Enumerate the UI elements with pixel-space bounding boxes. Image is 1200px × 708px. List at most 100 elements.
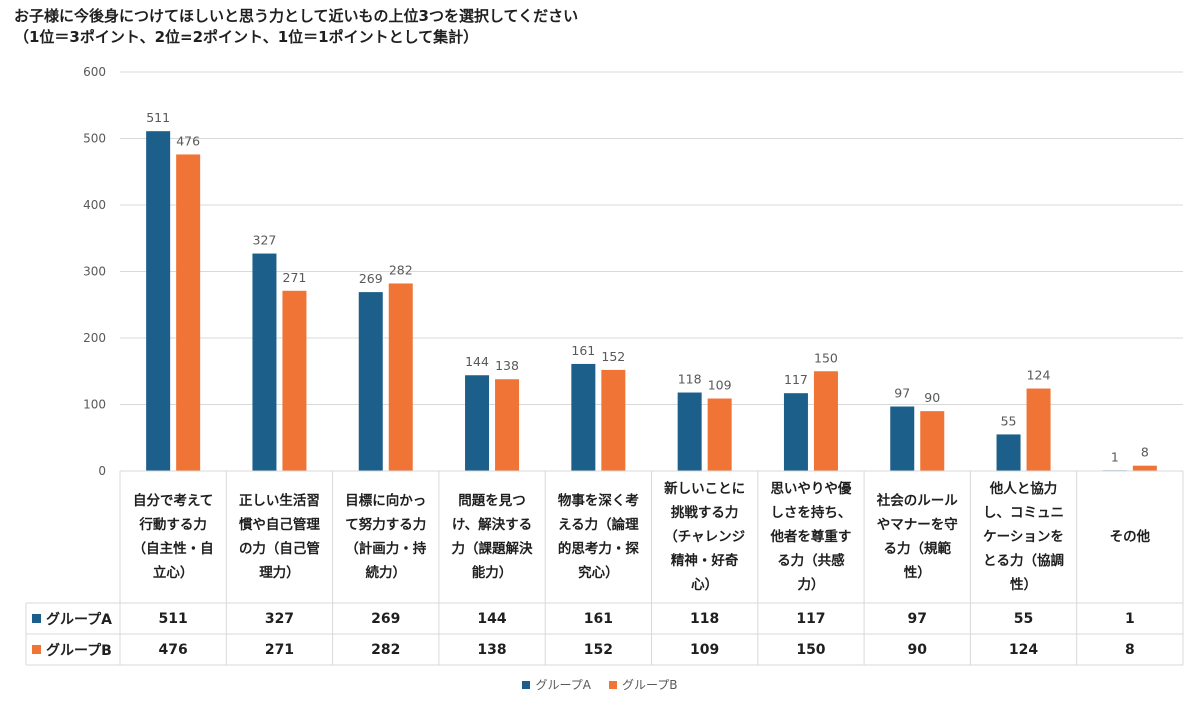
category-label-line: やマナーを守 [876, 517, 958, 533]
category-label-line: ケーションを [983, 529, 1064, 545]
bar-b [495, 379, 520, 471]
category-label-line: 続力） [365, 565, 406, 581]
category-label-text: 自分で考えて 行動する力 （自主性・自 立心） [133, 489, 214, 585]
table-cell: 1 [1124, 610, 1135, 627]
category-label-text: 他人と協力 し、コミュニ ケーションを とる力（協調 性） [983, 477, 1064, 597]
category-label-line: て努力する力 [345, 517, 427, 533]
legend-item-b: グループB [608, 676, 678, 693]
data-label: 152 [601, 349, 625, 364]
data-label: 282 [389, 262, 413, 277]
table-cell: 109 [690, 641, 720, 658]
category-label-line: る力（共感 [777, 553, 845, 569]
category-label-line: 他人と協力 [989, 481, 1058, 497]
data-label: 150 [814, 350, 838, 365]
data-label: 55 [1001, 413, 1017, 428]
bar-b [920, 411, 945, 471]
category-label-text: 目標に向かっ て努力する力 （計画力・持 続力） [345, 489, 426, 585]
category-label: 物事を深く考 える力（論理 的思考力・探 究心） [545, 472, 651, 602]
y-tick-label: 100 [83, 398, 106, 412]
table-cell: 124 [1008, 641, 1039, 658]
y-tick-label: 400 [83, 198, 106, 212]
bar-a [890, 406, 915, 471]
table-row-swatch [32, 614, 41, 623]
category-label-text: 正しい生活習 慣や自己管理 の力（自己管 理力） [239, 489, 320, 585]
data-label: 138 [495, 358, 519, 373]
category-label-line: 慣や自己管理 [238, 517, 320, 533]
table-cell: 327 [264, 610, 295, 627]
category-label-text: 社会のルール やマナーを守 る力（規範 性） [877, 489, 958, 585]
table-row-header-a: グループA [32, 603, 112, 634]
category-label-line: （自主性・自 [132, 541, 214, 557]
data-label: 90 [924, 390, 940, 405]
category-label-line: 力） [797, 577, 825, 593]
legend-swatch-b [608, 680, 617, 689]
data-label: 327 [253, 233, 277, 248]
title-line-2: （1位＝3ポイント、2位=2ポイント、1位＝1ポイントとして集計） [14, 28, 479, 46]
y-tick-label: 600 [83, 65, 106, 79]
table-cell: 90 [907, 641, 927, 658]
bar-b [707, 398, 732, 471]
table-cell: 8 [1124, 641, 1135, 658]
category-label-line: 思いやりや優 [770, 481, 852, 497]
category-label-line: 新しいことに [664, 481, 746, 497]
table-cell: 269 [371, 610, 401, 627]
table-cell: 144 [477, 610, 507, 627]
table-row-header-b: グループB [32, 634, 112, 665]
table-cell: 271 [264, 641, 295, 658]
table-cell: 152 [583, 641, 613, 658]
y-tick-label: 200 [83, 331, 106, 345]
legend-label-a: グループA [535, 678, 591, 692]
table-cell: 282 [371, 641, 401, 658]
bar-b [176, 154, 201, 471]
bar-b [1026, 388, 1051, 471]
legend-swatch-a [522, 680, 531, 689]
table-cell: 97 [907, 610, 927, 627]
data-label: 109 [708, 378, 732, 393]
category-label: 正しい生活習 慣や自己管理 の力（自己管 理力） [226, 472, 332, 602]
data-label: 271 [283, 270, 307, 285]
data-label: 269 [359, 271, 383, 286]
category-label-text: 思いやりや優 しさを持ち、 他者を尊重す る力（共感 力） [770, 477, 851, 597]
category-label-line: その他 [1109, 529, 1151, 545]
category-label-line: しさを持ち、 [770, 505, 852, 521]
category-label-line: 心） [691, 577, 719, 593]
data-label: 1 [1111, 449, 1119, 464]
bar-a [146, 131, 171, 471]
category-label-text: その他 [1110, 525, 1151, 549]
category-label-line: 性） [903, 565, 931, 581]
legend-label-b: グループB [621, 678, 678, 692]
table-cell: 476 [158, 641, 188, 658]
category-label-line: 自分で考えて [132, 493, 214, 509]
legend: グループA グループB [0, 676, 1200, 693]
chart-title: お子様に今後身につけてほしいと思う力として近いもの上位3つを選択してください （… [14, 6, 578, 48]
category-label-line: 能力） [471, 565, 513, 581]
table-cell: 511 [158, 610, 188, 627]
bar-a [465, 375, 490, 471]
y-tick-label: 0 [98, 464, 106, 478]
category-label: 社会のルール やマナーを守 る力（規範 性） [864, 472, 970, 602]
category-label-line: える力（論理 [558, 517, 639, 533]
table-row-swatch [32, 645, 41, 654]
bar-a [996, 434, 1021, 471]
data-label: 117 [784, 372, 808, 387]
bar-b [282, 290, 307, 471]
bar-a [252, 253, 277, 471]
bar-b [388, 283, 413, 471]
category-label-line: 物事を深く考 [557, 493, 639, 509]
category-label-line: 力（課題解決 [451, 541, 533, 557]
category-label-text: 新しいことに 挑戦する力 （チャレンジ 精神・好奇 心） [664, 477, 745, 597]
category-label: 目標に向かっ て努力する力 （計画力・持 続力） [333, 472, 439, 602]
category-label-line: （チャレンジ [664, 529, 746, 545]
category-label-text: 物事を深く考 える力（論理 的思考力・探 究心） [558, 489, 639, 585]
table-cell: 118 [690, 610, 720, 627]
category-label: 他人と協力 し、コミュニ ケーションを とる力（協調 性） [970, 472, 1076, 602]
category-label: 問題を見つ け、解決する 力（課題解決 能力） [439, 472, 545, 602]
category-label: 思いやりや優 しさを持ち、 他者を尊重す る力（共感 力） [758, 472, 864, 602]
category-label-line: 究心） [578, 565, 619, 581]
table-row-label: グループB [46, 642, 112, 659]
bar-b [1132, 465, 1157, 471]
title-line-1: お子様に今後身につけてほしいと思う力として近いもの上位3つを選択してください [14, 7, 579, 25]
category-label-line: （計画力・持 [345, 541, 427, 557]
data-label: 476 [176, 133, 200, 148]
